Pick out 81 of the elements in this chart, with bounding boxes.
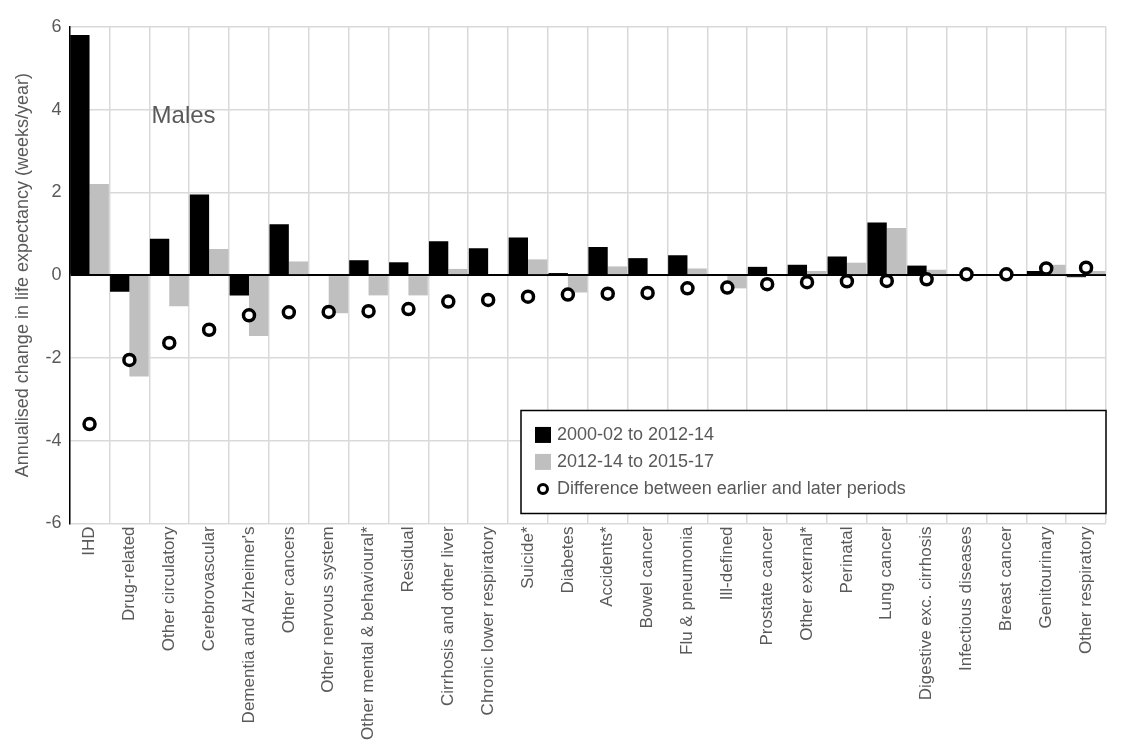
point — [999, 267, 1014, 282]
x-tick-label: Breast cancer — [996, 526, 1016, 632]
bar — [528, 259, 548, 275]
x-tick-label: Ill-defined — [717, 526, 736, 601]
x-tick-label: Lung cancer — [876, 526, 896, 621]
x-tick-label: Other respiratory — [1075, 525, 1095, 654]
x-tick-label: Chronic lower respiratory — [477, 525, 497, 716]
annotation: Males — [151, 100, 216, 128]
y-axis-title: Annualised change in life expectancy (weeks/year) — [11, 73, 32, 478]
point — [162, 335, 177, 351]
x-tick-label: Flu & pneumonia — [677, 525, 697, 655]
x-tick-label: Digestive exc. cirrhosis — [916, 526, 936, 701]
x-tick-label: IHD — [79, 526, 99, 556]
bar — [209, 249, 229, 275]
point — [959, 267, 974, 282]
point — [879, 273, 895, 289]
legend-label: 2012-14 to 2015-17 — [557, 450, 715, 471]
x-tick-label: Perinatal — [836, 526, 856, 594]
x-tick-label: Residual — [398, 526, 418, 593]
point — [600, 286, 615, 301]
point — [759, 276, 775, 292]
point — [720, 280, 735, 295]
point — [919, 272, 934, 287]
x-tick-label: Suicide* — [517, 526, 537, 589]
point — [441, 294, 456, 309]
point — [480, 292, 496, 308]
point — [680, 281, 695, 296]
point — [321, 304, 336, 320]
y-tick-label: -2 — [45, 346, 62, 367]
bar — [607, 266, 628, 275]
x-tick-label: Accidents* — [597, 526, 617, 607]
x-tick-label: Other nervous system — [318, 526, 338, 693]
x-tick-label: Cirrhosis and other liver — [437, 526, 457, 706]
y-tick-label: 6 — [51, 15, 62, 36]
x-tick-label: Genitourinary — [1035, 525, 1055, 629]
bar — [567, 276, 588, 293]
point — [122, 352, 137, 368]
y-tick-label: 2 — [51, 181, 62, 202]
point — [241, 308, 257, 323]
y-tick-label: -6 — [45, 512, 62, 533]
bar — [886, 227, 907, 275]
x-tick-label: Bowel cancer — [637, 526, 657, 629]
point — [560, 287, 576, 302]
y-tick-label: -4 — [45, 429, 62, 450]
y-tick-label: 0 — [51, 264, 62, 285]
bar — [129, 276, 149, 377]
bar — [368, 276, 388, 296]
x-tick-label: Other external* — [796, 526, 816, 641]
point — [520, 289, 536, 304]
x-tick-label: Other cancers — [278, 526, 298, 634]
bar — [288, 261, 309, 275]
legend-label: 2000-02 to 2012-14 — [557, 423, 715, 444]
x-tick-label: Diabetes — [557, 526, 577, 594]
x-tick-label: Prostate cancer — [756, 526, 776, 646]
bar — [328, 276, 349, 314]
x-tick-label: Cerebrovascular — [198, 526, 218, 652]
legend-label: Difference between earlier and later periods — [557, 477, 906, 498]
bar — [687, 268, 707, 275]
point — [82, 416, 97, 432]
x-tick-label: Other mental & behavioural* — [358, 526, 378, 740]
point — [361, 303, 376, 319]
y-tick-label: 4 — [51, 98, 62, 119]
x-tick-label: Infectious diseases — [956, 526, 976, 672]
x-tick-label: Drug-related — [119, 526, 139, 621]
point — [1038, 261, 1054, 276]
bar — [408, 276, 428, 296]
bar — [807, 270, 827, 275]
point — [799, 274, 815, 290]
point — [839, 274, 855, 289]
point — [201, 322, 217, 337]
bar — [248, 276, 269, 336]
point — [1078, 260, 1094, 275]
x-tick-label: Other circulatory — [158, 525, 178, 652]
x-tick-label: Dementia and Alzheimer's — [238, 526, 258, 724]
point — [401, 301, 416, 317]
point — [281, 305, 297, 320]
bar — [169, 276, 189, 307]
bar — [448, 268, 468, 275]
point — [640, 285, 655, 301]
bar — [846, 262, 867, 275]
bar — [89, 184, 109, 275]
